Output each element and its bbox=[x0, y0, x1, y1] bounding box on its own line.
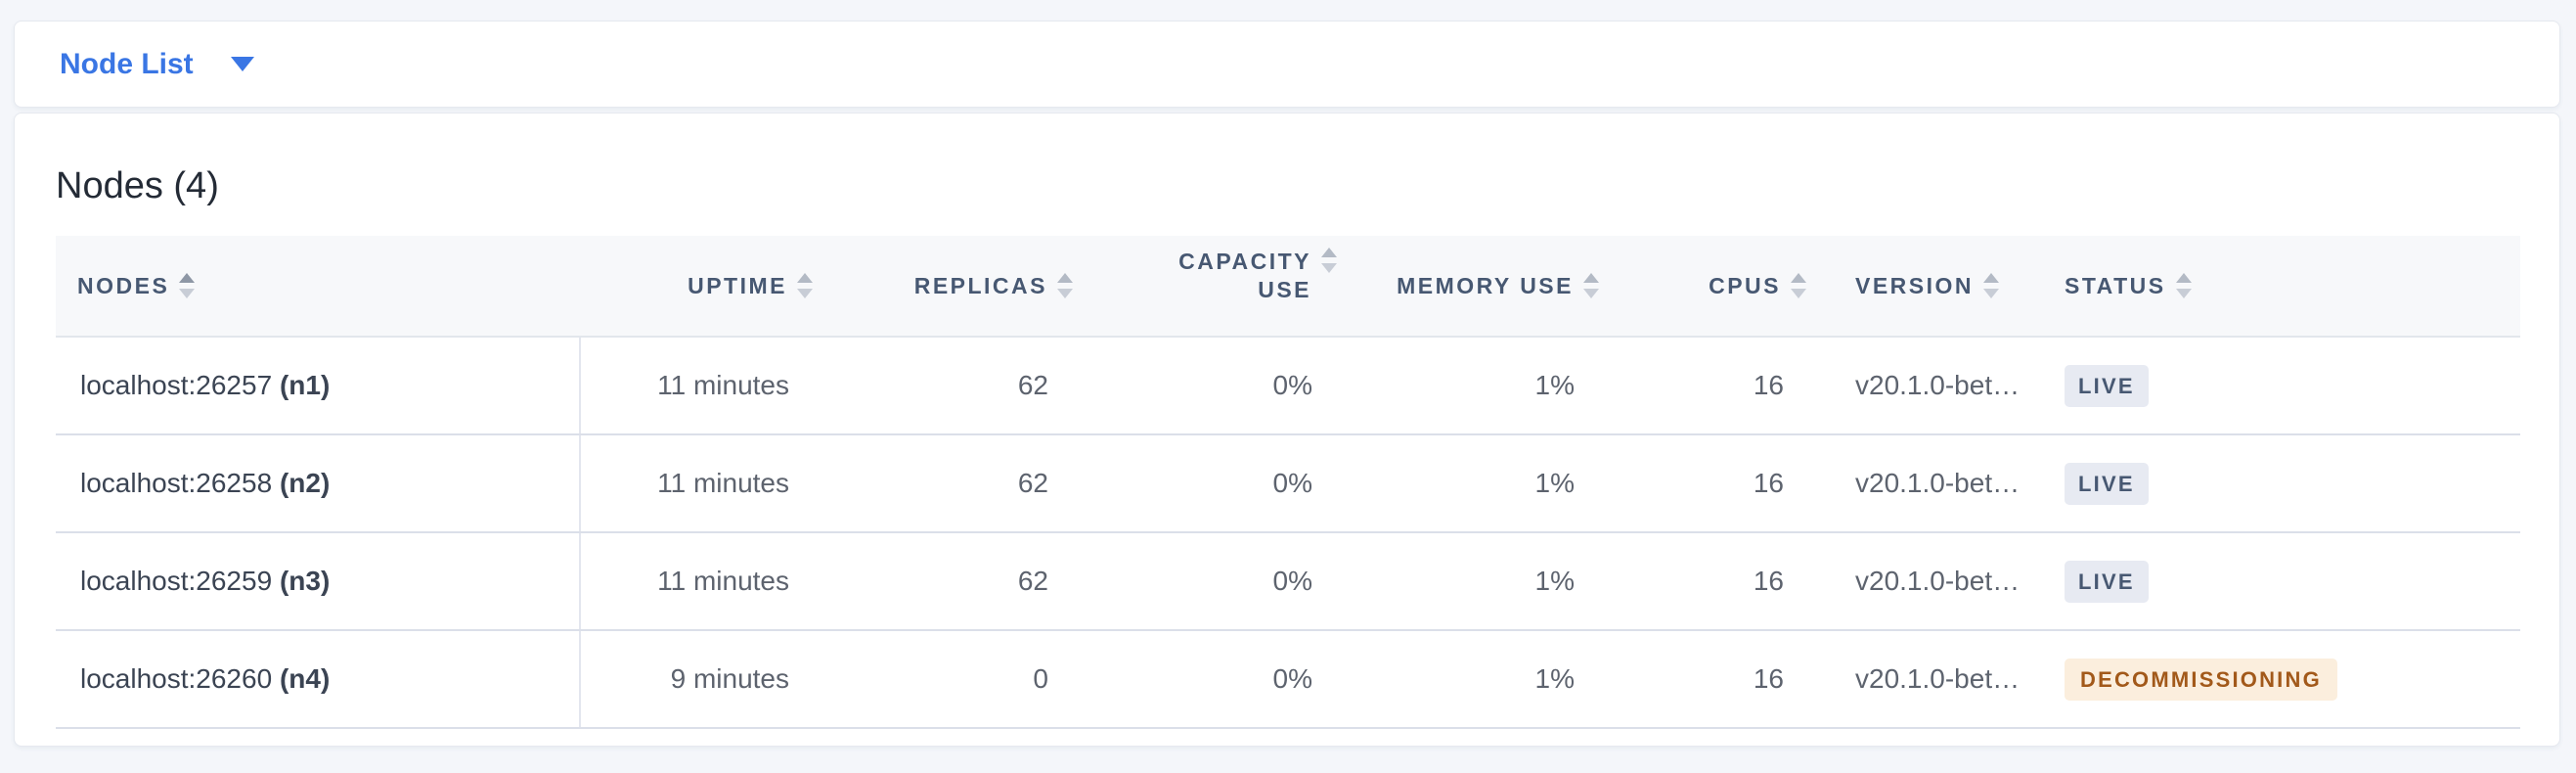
status-cell: DECOMMISSIONING bbox=[2047, 630, 2520, 729]
column-header-capacity-use-label: CAPACITY USE bbox=[1178, 249, 1311, 302]
node-id: (n2) bbox=[279, 468, 331, 498]
uptime-cell: 11 minutes bbox=[580, 532, 822, 631]
nodes-panel: Nodes (4) NODES bbox=[14, 113, 2560, 747]
memory-use-cell: 1% bbox=[1347, 434, 1609, 533]
replicas-cell: 0 bbox=[822, 630, 1083, 729]
uptime-cell: 11 minutes bbox=[580, 434, 822, 533]
node-id: (n3) bbox=[279, 566, 331, 596]
memory-use-cell: 1% bbox=[1347, 532, 1609, 631]
column-header-memory-use-label: MEMORY USE bbox=[1397, 272, 1574, 298]
page-title: Nodes (4) bbox=[56, 165, 219, 206]
column-header-cpus-label: CPUS bbox=[1709, 272, 1781, 298]
capacity-use-cell: 0% bbox=[1083, 434, 1347, 533]
sort-icon bbox=[1983, 273, 2000, 298]
node-address-cell[interactable]: localhost:26258 (n2) bbox=[56, 434, 581, 533]
node-id: (n4) bbox=[279, 663, 331, 694]
sort-icon bbox=[179, 273, 196, 298]
uptime-cell: 11 minutes bbox=[580, 337, 822, 435]
version-cell: v20.1.0-bet… bbox=[1816, 630, 2047, 729]
column-header-replicas[interactable]: REPLICAS bbox=[822, 236, 1083, 338]
status-badge: LIVE bbox=[2065, 364, 2149, 407]
table-row: localhost:26258 (n2) 11 minutes 62 0% 1%… bbox=[56, 434, 2520, 533]
memory-use-cell: 1% bbox=[1347, 630, 1609, 729]
view-selector-card: Node List bbox=[14, 21, 2560, 108]
node-address: localhost:26257 bbox=[80, 370, 273, 400]
replicas-cell: 62 bbox=[822, 337, 1083, 435]
column-header-capacity-use[interactable]: CAPACITY USE bbox=[1083, 236, 1347, 338]
status-cell: LIVE bbox=[2047, 434, 2520, 533]
node-list-dropdown-label: Node List bbox=[60, 47, 194, 80]
sort-icon bbox=[1791, 273, 1806, 298]
version-cell: v20.1.0-bet… bbox=[1816, 532, 2047, 631]
node-address-cell[interactable]: localhost:26257 (n1) bbox=[56, 337, 581, 435]
column-header-version-label: VERSION bbox=[1855, 272, 1975, 298]
status-badge: DECOMMISSIONING bbox=[2065, 658, 2337, 701]
table-row: localhost:26259 (n3) 11 minutes 62 0% 1%… bbox=[56, 532, 2520, 631]
capacity-use-cell: 0% bbox=[1083, 532, 1347, 631]
column-header-replicas-label: REPLICAS bbox=[913, 272, 1047, 298]
node-table: NODES UPTIME bbox=[56, 236, 2520, 729]
node-list-dropdown[interactable]: Node List bbox=[60, 47, 254, 80]
table-row: localhost:26260 (n4) 9 minutes 0 0% 1% 1… bbox=[56, 630, 2520, 729]
cpus-cell: 16 bbox=[1609, 337, 1816, 435]
replicas-cell: 62 bbox=[822, 532, 1083, 631]
uptime-cell: 9 minutes bbox=[580, 630, 822, 729]
status-cell: LIVE bbox=[2047, 532, 2520, 631]
capacity-use-cell: 0% bbox=[1083, 630, 1347, 729]
version-cell: v20.1.0-bet… bbox=[1816, 337, 2047, 435]
replicas-cell: 62 bbox=[822, 434, 1083, 533]
table-header-row: NODES UPTIME bbox=[56, 236, 2520, 338]
sort-icon bbox=[1321, 248, 1337, 273]
cpus-cell: 16 bbox=[1609, 630, 1816, 729]
column-header-cpus[interactable]: CPUS bbox=[1609, 236, 1816, 338]
capacity-use-cell: 0% bbox=[1083, 337, 1347, 435]
sort-icon bbox=[1057, 273, 1073, 298]
sort-icon bbox=[2175, 273, 2192, 298]
column-header-uptime-label: UPTIME bbox=[688, 272, 787, 298]
node-address-cell[interactable]: localhost:26259 (n3) bbox=[56, 532, 581, 631]
memory-use-cell: 1% bbox=[1347, 337, 1609, 435]
sort-icon bbox=[1583, 273, 1599, 298]
caret-down-icon bbox=[230, 57, 254, 71]
column-header-status[interactable]: STATUS bbox=[2047, 236, 2520, 338]
version-cell: v20.1.0-bet… bbox=[1816, 434, 2047, 533]
status-cell: LIVE bbox=[2047, 337, 2520, 435]
column-header-version[interactable]: VERSION bbox=[1816, 236, 2047, 338]
node-id: (n1) bbox=[279, 370, 331, 400]
column-header-memory-use[interactable]: MEMORY USE bbox=[1347, 236, 1609, 338]
sort-icon bbox=[797, 273, 813, 298]
column-header-status-label: STATUS bbox=[2065, 272, 2166, 298]
status-badge: LIVE bbox=[2065, 560, 2149, 603]
status-badge: LIVE bbox=[2065, 462, 2149, 505]
node-address-cell[interactable]: localhost:26260 (n4) bbox=[56, 630, 581, 729]
table-row: localhost:26257 (n1) 11 minutes 62 0% 1%… bbox=[56, 337, 2520, 435]
node-address: localhost:26259 bbox=[80, 566, 273, 596]
column-header-nodes-label: NODES bbox=[77, 272, 170, 298]
cpus-cell: 16 bbox=[1609, 434, 1816, 533]
node-address: localhost:26260 bbox=[80, 663, 273, 694]
node-address: localhost:26258 bbox=[80, 468, 273, 498]
column-header-nodes[interactable]: NODES bbox=[56, 236, 580, 338]
cpus-cell: 16 bbox=[1609, 532, 1816, 631]
column-header-uptime[interactable]: UPTIME bbox=[580, 236, 822, 338]
